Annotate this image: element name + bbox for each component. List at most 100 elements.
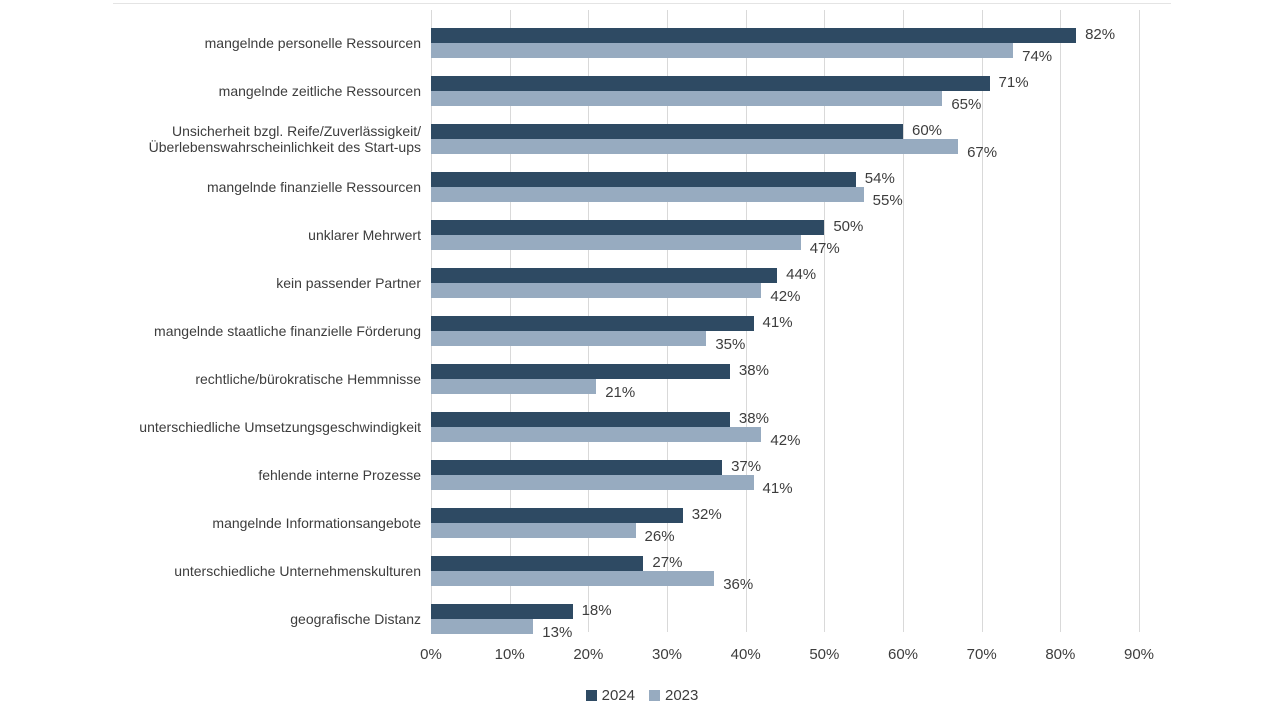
x-tick-label: 70% [966,646,997,663]
category-label: Unsicherheit bzgl. Reife/Zuverlässigkeit… [148,123,421,155]
legend-item-2023: 2023 [649,687,698,704]
bar-group: 32% 26% [431,499,1139,547]
bar-2024 [431,556,644,571]
bar-2024 [431,268,778,283]
bar-group: 41% 35% [431,307,1139,355]
bar-row: Unsicherheit bzgl. Reife/Zuverlässigkeit… [113,115,1139,163]
x-tick-label: 60% [887,646,919,663]
category-label: mangelnde staatliche finanzielle Förderu… [154,323,421,339]
legend-swatch-2023 [649,690,660,701]
value-label-2023: 26% [644,528,675,545]
value-label-2024: 54% [864,170,895,187]
value-label-2023: 35% [715,336,746,353]
category-label: kein passender Partner [276,275,421,291]
bar-group: 71% 65% [431,67,1139,115]
bar-row: mangelnde Informationsangebote 32% 26% [113,499,1139,547]
x-tick-label: 10% [494,646,525,663]
value-label-2023: 21% [605,384,636,401]
value-label-2024: 60% [912,122,943,139]
value-label-2023: 55% [872,192,903,209]
value-label-2023: 41% [762,480,793,497]
bar-chart: mangelnde personelle Ressourcen 82% 74% man… [113,3,1171,717]
category-label: unterschiedliche Umsetzungsgeschwindigke… [139,419,421,435]
bar-2024 [431,460,723,475]
bar-2023 [431,139,959,154]
bar-2023 [431,43,1014,58]
bar-row: unterschiedliche Unternehmenskulturen 27%… [113,547,1139,595]
x-tick-label: 20% [573,646,604,663]
bar-group: 54% 55% [431,163,1139,211]
x-tick-label: 0% [420,646,442,663]
bar-group: 50% 47% [431,211,1139,259]
bar-2024 [431,28,1077,43]
bar-2024 [431,220,825,235]
x-tick-label: 50% [809,646,840,663]
bar-2023 [431,427,762,442]
bar-row: kein passender Partner 44% 42% [113,259,1139,307]
bar-2023 [431,379,597,394]
category-label: mangelnde Informationsangebote [212,515,421,531]
bar-group: 37% 41% [431,451,1139,499]
bar-2024 [431,172,856,187]
gridline [981,10,983,632]
bar-2024 [431,124,903,139]
bar-2023 [431,475,754,490]
value-label-2024: 44% [786,266,817,283]
bar-group: 60% 67% [431,115,1139,163]
gridline [824,10,826,632]
category-label: geografische Distanz [290,611,421,627]
bar-2023 [431,523,636,538]
bar-group: 18% 13% [431,595,1139,643]
category-label: mangelnde personelle Ressourcen [204,35,421,51]
value-label-2024: 18% [581,602,612,619]
value-label-2023: 65% [951,96,982,113]
x-tick-label: 40% [730,646,761,663]
legend-label-2024: 2024 [601,687,635,704]
bar-2024 [431,364,730,379]
legend-swatch-2024 [585,690,597,701]
bar-2023 [431,235,801,250]
bar-row: mangelnde staatliche finanzielle Förderu… [113,307,1139,355]
category-label: mangelnde zeitliche Ressourcen [218,83,421,99]
x-tick-label: 90% [1123,646,1155,663]
category-label: fehlende interne Prozesse [258,467,421,483]
gridline [1139,10,1140,632]
value-label-2023: 36% [723,576,754,593]
bar-2023 [431,283,762,298]
legend-label-2023: 2023 [665,687,699,704]
value-label-2024: 41% [762,314,793,331]
category-label: unklarer Mehrwert [308,227,421,243]
value-label-2024: 27% [652,554,683,571]
value-label-2023: 42% [770,288,801,305]
bar-2023 [431,331,707,346]
gridline [903,10,904,632]
value-label-2024: 50% [833,218,864,235]
value-label-2024: 38% [738,362,769,379]
bar-group: 38% 21% [431,355,1139,403]
value-label-2024: 38% [738,410,769,427]
bar-2023 [431,571,715,586]
bar-2023 [431,619,534,634]
category-label: unterschiedliche Unternehmenskulturen [174,563,421,579]
value-label-2024: 32% [691,506,722,523]
value-label-2023: 13% [542,624,573,641]
value-label-2023: 47% [809,240,840,257]
bar-row: mangelnde finanzielle Ressourcen 54% 55% [113,163,1139,211]
x-tick-label: 80% [1045,646,1076,663]
bar-2024 [431,508,683,523]
value-label-2024: 71% [998,74,1029,91]
legend-item-2024: 2024 [585,687,635,704]
bar-group: 82% 74% [431,19,1139,67]
bar-row: fehlende interne Prozesse 37% 41% [113,451,1139,499]
bar-row: rechtliche/bürokratische Hemmnisse 38% 21% [113,355,1139,403]
bar-2024 [431,76,990,91]
bar-2024 [431,412,730,427]
bar-group: 44% 42% [431,259,1139,307]
bar-row: unklarer Mehrwert 50% 47% [113,211,1139,259]
bar-row: mangelnde zeitliche Ressourcen 71% 65% [113,67,1139,115]
bar-row: geografische Distanz 18% 13% [113,595,1139,643]
chart-top-border [113,3,1171,4]
value-label-2023: 42% [770,432,801,449]
gridline [1060,10,1062,632]
bar-rows: mangelnde personelle Ressourcen 82% 74% man… [113,19,1139,643]
